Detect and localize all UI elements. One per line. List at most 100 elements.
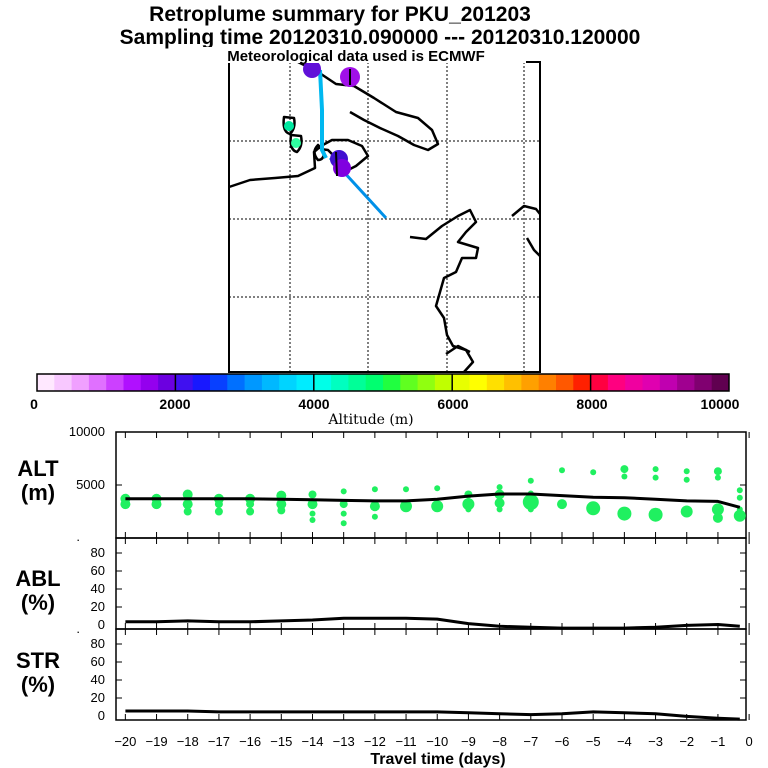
colorbar-tick-2000: 2000 xyxy=(159,396,190,412)
colorbar-frame xyxy=(36,373,730,392)
x-tick-marks xyxy=(124,432,750,720)
colorbar-tick-labels: 0 2000 4000 6000 8000 10000 xyxy=(30,396,740,412)
x-tick-label: −17 xyxy=(208,734,230,749)
x-tick-label: −6 xyxy=(555,734,570,749)
x-tick-label: −9 xyxy=(461,734,476,749)
abl-y-tick-labels: 80 60 40 20 0 . xyxy=(76,545,105,636)
alt-point xyxy=(371,513,378,520)
alt-point xyxy=(736,494,743,501)
alt-point xyxy=(586,501,601,516)
x-tick-label: −11 xyxy=(396,734,417,749)
alt-tick-10000: 10000 xyxy=(69,424,105,439)
title-met-data: Meteorological data used is ECMWF xyxy=(227,48,485,65)
alt-point xyxy=(527,506,534,513)
alt-point xyxy=(620,465,629,474)
alt-point xyxy=(522,494,539,510)
colorbar-swatch xyxy=(158,374,176,391)
marker-mint xyxy=(291,138,301,148)
alt-point xyxy=(182,489,193,500)
abl-tick-20: 20 xyxy=(91,599,105,614)
alt-point xyxy=(557,499,567,510)
marker-indigo-bar xyxy=(335,151,338,177)
colorbar-tick-6000: 6000 xyxy=(437,396,468,412)
alt-point xyxy=(652,466,659,473)
alt-point xyxy=(527,477,534,484)
colorbar-swatch xyxy=(417,374,436,391)
str-tick-40: 40 xyxy=(91,672,105,687)
alt-point xyxy=(369,501,380,512)
alt-point xyxy=(683,468,690,475)
colorbar-swatch xyxy=(469,374,488,391)
colorbar-swatch xyxy=(313,374,332,391)
alt-panel-frame xyxy=(115,431,747,539)
str-unit: (%) xyxy=(21,672,55,697)
x-tick-label: 0 xyxy=(746,734,753,749)
colorbar-swatch xyxy=(677,374,695,391)
colorbar-swatch xyxy=(434,374,453,391)
abl-panel-frame xyxy=(115,537,747,630)
cyan-track xyxy=(318,69,328,159)
marker-teal xyxy=(284,121,294,131)
colorbar-swatch xyxy=(37,374,55,391)
x-tick-labels: −20 −19 −18 −17 −16 −15 −14 −13 −12 −11 −10 −9 −8 −7−… xyxy=(114,734,752,749)
alt-point xyxy=(339,500,348,509)
colorbar-tick-0: 0 xyxy=(30,396,38,412)
title-sampling-time: Sampling time 20120310.090000 --- 201203… xyxy=(120,26,641,49)
colorbar-swatch xyxy=(88,374,107,391)
alt-point xyxy=(680,505,693,518)
colorbar-swatch xyxy=(504,374,522,391)
str-y-ticks xyxy=(116,643,746,699)
alt-point xyxy=(713,467,722,476)
alt-point xyxy=(308,490,317,499)
alt-point xyxy=(494,498,505,508)
x-tick-label: −7 xyxy=(523,734,538,749)
colorbar-swatch xyxy=(227,374,245,391)
abl-unit: (%) xyxy=(21,590,55,615)
x-tick-label: −2 xyxy=(679,734,694,749)
colorbar-swatch xyxy=(590,374,609,391)
x-tick-label: −3 xyxy=(648,734,663,749)
colorbar-swatch xyxy=(106,374,124,391)
alt-point xyxy=(277,506,286,515)
x-tick-label: −19 xyxy=(146,734,168,749)
colorbar-swatch xyxy=(296,374,315,391)
altitude-colorbar xyxy=(36,373,730,392)
abl-line xyxy=(125,616,740,630)
alt-point xyxy=(496,484,503,491)
alt-point xyxy=(309,517,316,523)
colorbar-tick-10000: 10000 xyxy=(701,396,740,412)
str-label: STR xyxy=(16,648,60,673)
title-line-1: Retroplume summary for PKU_201203 xyxy=(149,3,531,26)
str-panel-frame xyxy=(115,628,747,721)
alt-label: ALT xyxy=(17,456,59,481)
colorbar-swatch xyxy=(538,374,557,391)
alt-point xyxy=(214,507,223,516)
alt-point xyxy=(648,507,663,522)
alt-point xyxy=(340,510,347,517)
alt-point xyxy=(431,500,444,513)
str-y-tick-labels: 80 60 40 20 0 xyxy=(91,636,105,723)
colorbar-swatch xyxy=(192,374,211,391)
alt-point xyxy=(733,509,746,522)
alt-point xyxy=(496,506,503,513)
alt-point xyxy=(182,499,193,510)
str-tick-20: 20 xyxy=(91,690,105,705)
x-tick-label: −10 xyxy=(426,734,448,749)
alt-point xyxy=(371,486,378,493)
alt-point xyxy=(683,476,690,483)
colorbar-swatch xyxy=(175,374,194,391)
colorbar-swatch xyxy=(54,374,72,391)
colorbar-swatch xyxy=(556,374,574,391)
colorbar-swatch xyxy=(279,374,297,391)
alt-point xyxy=(403,486,409,493)
colorbar-swatch xyxy=(71,374,90,391)
abl-y-ticks xyxy=(116,552,746,608)
alt-point xyxy=(340,488,347,495)
x-tick-label: −14 xyxy=(301,734,323,749)
colorbar-label: Altitude (m) xyxy=(327,412,413,428)
x-axis-label: Travel time (days) xyxy=(370,751,505,768)
x-tick-label: −12 xyxy=(364,734,386,749)
alt-point xyxy=(246,507,255,516)
abl-tick-60: 60 xyxy=(91,563,105,578)
